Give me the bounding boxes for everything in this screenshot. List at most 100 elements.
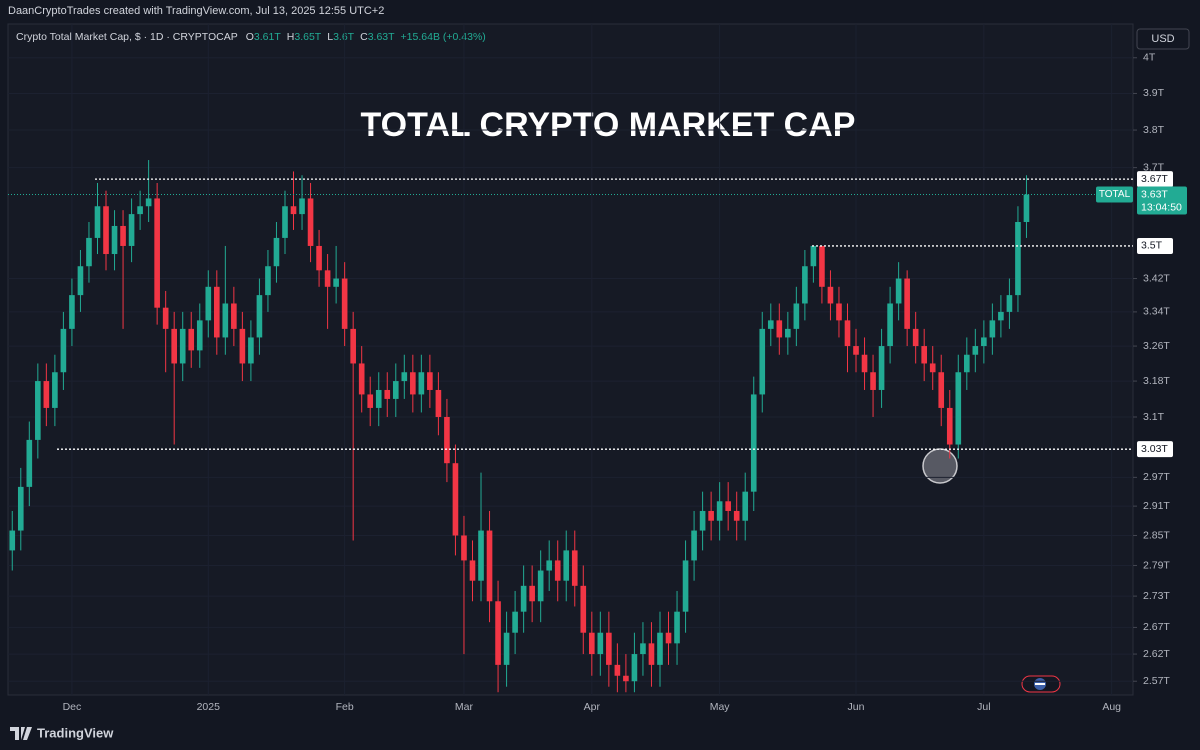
candle-body: [699, 510, 706, 531]
candle-body: [154, 198, 160, 308]
legend-value: 3.63T: [368, 31, 395, 43]
candle-body: [921, 346, 928, 364]
footer-brand: TradingView: [37, 725, 114, 740]
last-price-name: TOTAL: [1099, 189, 1131, 200]
candle-body: [793, 303, 800, 329]
candle-body: [861, 354, 868, 373]
candle-body: [333, 278, 339, 287]
candle-body: [546, 560, 553, 571]
candle-body: [137, 206, 143, 215]
y-tick-label: 2.62T: [1143, 648, 1170, 660]
candle-body: [725, 501, 731, 511]
candle-body: [282, 206, 288, 238]
plot-area: [7, 23, 1134, 696]
candle-body: [316, 245, 322, 271]
candle-body: [145, 198, 152, 207]
candle-body: [946, 407, 953, 445]
candle-body: [870, 372, 876, 390]
candle-body: [60, 328, 67, 373]
candle-body: [708, 510, 714, 521]
legend-key: O: [246, 31, 254, 43]
candle-body: [495, 601, 501, 665]
candle-body: [1023, 194, 1030, 222]
candle-body: [111, 225, 118, 255]
candle-body: [648, 643, 655, 665]
x-tick-label: Apr: [584, 701, 601, 713]
y-tick-label: 2.85T: [1143, 529, 1170, 541]
currency-label[interactable]: USD: [1151, 33, 1174, 45]
candle-body: [444, 416, 450, 464]
candle-body: [358, 363, 365, 395]
candle-body: [776, 320, 783, 338]
candle-body: [120, 225, 126, 246]
y-tick-label: 3.1T: [1143, 411, 1165, 423]
candle-body: [929, 363, 936, 373]
candle-body: [69, 295, 75, 329]
candle-body: [248, 337, 254, 364]
candle-body: [1015, 221, 1021, 296]
candle-body: [1006, 295, 1013, 312]
candle-body: [341, 278, 348, 329]
candle-body: [580, 585, 587, 633]
footer-bar: [0, 718, 1200, 750]
candle-body: [94, 206, 101, 238]
candle-body: [733, 510, 740, 521]
candle-body: [588, 632, 595, 655]
legend: Crypto Total Market Cap, $ · 1D · CRYPTO…: [16, 31, 486, 43]
candle-body: [963, 354, 970, 373]
candle-body: [290, 206, 297, 215]
candle-body: [205, 286, 212, 321]
legend-name: Crypto Total Market Cap, $ · 1D · CRYPTO…: [16, 31, 238, 43]
candle-body: [188, 328, 195, 351]
candle-body: [895, 278, 902, 304]
legend-change: +15.64B (+0.43%): [401, 31, 486, 43]
y-tick-label: 2.57T: [1143, 675, 1170, 687]
candle-body: [401, 372, 408, 382]
candle-body: [307, 198, 314, 246]
candle-body: [392, 381, 399, 399]
last-price-box: [1137, 186, 1187, 215]
candle-body: [418, 372, 425, 395]
candle-body: [657, 632, 663, 665]
candle-body: [802, 266, 808, 304]
candle-body: [716, 501, 723, 521]
y-tick-label: 3.18T: [1143, 375, 1170, 387]
candle-body: [640, 643, 646, 655]
candle-body: [256, 295, 263, 338]
last-price-countdown: 13:04:50: [1141, 201, 1182, 213]
x-tick-label: Aug: [1102, 701, 1121, 713]
legend-value: 3.65T: [294, 31, 321, 43]
candle-body: [486, 530, 493, 602]
candle-body: [128, 214, 135, 246]
legend-key: C: [360, 31, 368, 43]
candle-body: [878, 346, 885, 390]
candle-body: [912, 328, 919, 347]
candle-body: [887, 303, 893, 347]
candle-body: [614, 664, 621, 676]
candle-body: [742, 491, 749, 521]
candle-body: [537, 570, 544, 602]
x-tick-label: 2025: [197, 701, 221, 713]
candle-body: [827, 286, 834, 304]
currency-button[interactable]: [1136, 28, 1190, 50]
footer-logo: [10, 727, 32, 740]
legend-value: 3.61T: [254, 31, 281, 43]
candle-body: [375, 389, 382, 408]
candle-body: [512, 611, 518, 633]
candle-body: [563, 550, 570, 581]
y-tick-label: 3.42T: [1143, 272, 1170, 284]
candle-body: [853, 346, 859, 355]
y-tick-label: 2.91T: [1143, 500, 1170, 512]
y-tick-label: 3.7T: [1143, 161, 1165, 173]
candle-body: [631, 654, 638, 682]
candle-body: [938, 372, 945, 408]
candle-body: [384, 389, 391, 399]
level-label-box: [1137, 441, 1173, 458]
candle-body: [844, 320, 851, 347]
candle-body: [503, 632, 510, 665]
candle-body: [299, 198, 305, 215]
y-tick-label: 2.79T: [1143, 559, 1170, 571]
candle-body: [265, 266, 271, 296]
